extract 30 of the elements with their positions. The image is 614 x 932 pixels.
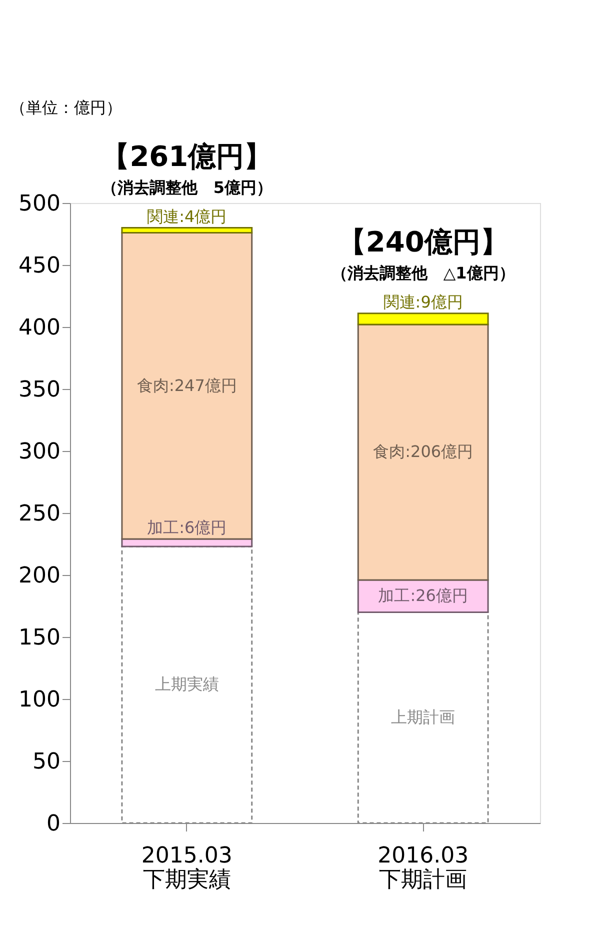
annotation: （消去調整他 △1億円） (331, 263, 515, 282)
text: 【261億円】 (102, 140, 272, 173)
y-tick-label: 100 (18, 688, 60, 712)
data-label: 上期実績 (154, 674, 219, 694)
text: （消去調整他 5億円） (101, 178, 272, 197)
y-tick-label: 350 (18, 378, 60, 402)
y-tick-label: 0 (46, 812, 60, 836)
data-label: 食肉:247億円 (136, 376, 237, 395)
data-label: 関連:9億円 (383, 292, 463, 312)
x-tick-label: 2015.03 下期実績 (141, 844, 232, 892)
annotation: 【240億円】 (338, 225, 508, 258)
y-tick-label: 50 (32, 750, 60, 774)
data-label: 上期計画 (391, 708, 456, 727)
bar (121, 227, 253, 234)
y-tick-label: 450 (18, 254, 60, 278)
x-tick-label: 2016.03 下期計画 (378, 844, 469, 892)
bar (357, 324, 489, 581)
bar (357, 312, 489, 326)
y-tick-label: 500 (18, 192, 60, 216)
data-label: 関連:4億円 (147, 206, 227, 226)
data-label: 加工:6億円 (147, 518, 227, 538)
y-tick-label: 400 (18, 316, 60, 340)
data-label: 加工:26億円 (378, 586, 468, 606)
data-label: 食肉:206億円 (373, 442, 474, 462)
y-tick-label: 300 (18, 440, 60, 464)
y-tick-label: 150 (18, 626, 60, 650)
y-tick-label: 200 (18, 564, 60, 588)
y-tick-label: 250 (18, 502, 60, 526)
bar (121, 232, 253, 540)
y-axis-title: （単位：億円） (10, 98, 122, 117)
